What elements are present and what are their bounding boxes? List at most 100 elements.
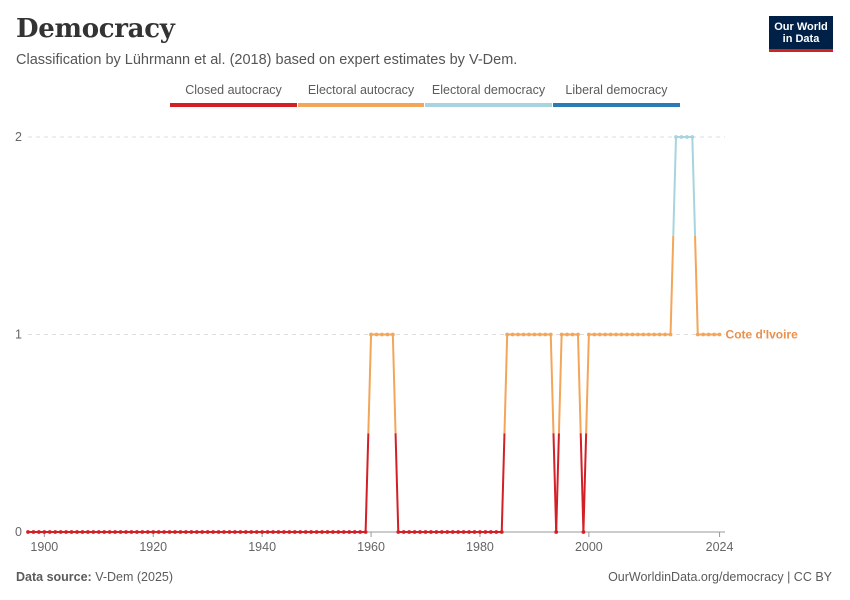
data-point bbox=[554, 530, 559, 534]
data-point bbox=[467, 530, 471, 534]
data-point bbox=[597, 332, 602, 337]
data-point bbox=[581, 530, 586, 534]
data-point bbox=[679, 135, 684, 139]
data-point bbox=[216, 530, 221, 534]
series-segment bbox=[503, 334, 509, 434]
data-point bbox=[260, 530, 265, 534]
data-point bbox=[211, 530, 216, 534]
data-point bbox=[456, 530, 461, 534]
data-point bbox=[652, 332, 657, 337]
data-point bbox=[418, 530, 422, 534]
data-point bbox=[695, 332, 700, 337]
x-tick-label: 1940 bbox=[248, 540, 276, 554]
series-segment bbox=[364, 433, 370, 533]
data-point bbox=[118, 530, 123, 534]
data-point bbox=[178, 530, 183, 534]
data-point bbox=[532, 332, 537, 337]
data-point bbox=[619, 332, 624, 337]
data-point bbox=[472, 530, 477, 534]
data-point bbox=[184, 530, 188, 534]
source-link[interactable]: V-Dem (2025) bbox=[95, 570, 174, 584]
data-point bbox=[646, 332, 651, 337]
legend-swatch bbox=[170, 103, 297, 107]
data-point bbox=[559, 332, 564, 337]
data-point bbox=[282, 530, 286, 534]
x-tick-label: 2024 bbox=[706, 540, 734, 554]
data-point bbox=[488, 530, 493, 534]
data-point bbox=[401, 530, 406, 534]
data-point bbox=[200, 530, 205, 534]
data-point bbox=[189, 530, 194, 534]
data-point bbox=[576, 332, 580, 337]
data-point bbox=[107, 530, 112, 534]
data-point bbox=[483, 530, 488, 534]
data-point bbox=[124, 530, 128, 534]
data-point bbox=[352, 530, 357, 534]
data-point bbox=[434, 530, 439, 534]
data-point bbox=[331, 530, 335, 534]
data-point bbox=[303, 530, 308, 534]
series-segment bbox=[391, 334, 397, 434]
legend-item-liberal-democracy[interactable]: Liberal democracy bbox=[553, 83, 680, 107]
chart-title: Democracy bbox=[16, 14, 175, 44]
owid-logo[interactable]: Our World in Data bbox=[769, 16, 833, 52]
data-point bbox=[412, 530, 417, 534]
data-point bbox=[641, 332, 646, 337]
data-point bbox=[363, 530, 368, 534]
data-point bbox=[674, 135, 678, 139]
logo-line-1: Our World bbox=[774, 21, 828, 33]
source-label: Data source: bbox=[16, 570, 92, 584]
data-point bbox=[69, 530, 74, 534]
footer-link[interactable]: OurWorldinData.org/democracy | CC BY bbox=[608, 570, 832, 584]
data-point bbox=[450, 530, 455, 534]
series-segment bbox=[394, 433, 400, 533]
data-point bbox=[113, 530, 118, 534]
logo-line-2: in Data bbox=[782, 33, 820, 45]
data-point bbox=[140, 530, 145, 534]
legend-swatch bbox=[298, 103, 424, 107]
data-point bbox=[701, 332, 706, 337]
data-point bbox=[429, 530, 433, 534]
data-point bbox=[222, 530, 226, 534]
legend-item-electoral-autocracy[interactable]: Electoral autocracy bbox=[298, 83, 424, 107]
data-point bbox=[592, 332, 597, 337]
data-point bbox=[287, 530, 292, 534]
data-point bbox=[254, 530, 259, 534]
x-tick-label: 1980 bbox=[466, 540, 494, 554]
data-point bbox=[96, 530, 101, 534]
x-tick-label: 1960 bbox=[357, 540, 385, 554]
legend-label: Liberal democracy bbox=[565, 83, 668, 97]
data-point bbox=[276, 530, 281, 534]
data-point bbox=[537, 332, 542, 337]
data-point bbox=[309, 530, 314, 534]
series-segment bbox=[500, 433, 506, 533]
data-point bbox=[145, 530, 150, 534]
series-segment bbox=[669, 235, 675, 335]
data-point bbox=[53, 530, 58, 534]
data-point bbox=[238, 530, 243, 534]
data-point bbox=[325, 530, 330, 534]
legend-item-closed-autocracy[interactable]: Closed autocracy bbox=[170, 83, 297, 107]
y-tick-label: 1 bbox=[15, 328, 22, 342]
data-point bbox=[712, 332, 717, 337]
data-point bbox=[249, 530, 254, 534]
legend-swatch bbox=[553, 103, 680, 107]
data-point bbox=[543, 332, 548, 337]
data-point bbox=[265, 530, 270, 534]
series-segment bbox=[555, 433, 560, 533]
data-point bbox=[151, 530, 156, 534]
data-point bbox=[423, 530, 428, 534]
data-point bbox=[320, 530, 324, 534]
data-point bbox=[341, 530, 346, 534]
y-tick-label: 2 bbox=[15, 130, 22, 144]
legend-item-electoral-democracy[interactable]: Electoral democracy bbox=[425, 83, 552, 107]
data-point bbox=[608, 332, 613, 337]
data-point bbox=[374, 332, 379, 337]
data-point bbox=[527, 332, 531, 337]
data-point bbox=[36, 530, 41, 534]
data-point bbox=[690, 135, 695, 139]
data-point bbox=[385, 332, 390, 337]
legend-label: Electoral autocracy bbox=[307, 83, 415, 97]
series-segment bbox=[576, 334, 582, 434]
data-point bbox=[205, 530, 210, 534]
